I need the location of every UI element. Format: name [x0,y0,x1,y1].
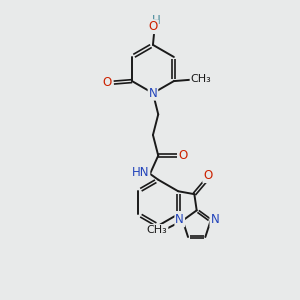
Text: N: N [210,213,219,226]
Text: O: O [203,169,212,182]
Text: CH₃: CH₃ [147,225,167,235]
Text: O: O [178,149,188,162]
Text: N: N [176,213,184,226]
Text: H: H [152,14,160,27]
Text: O: O [148,20,158,33]
Text: HN: HN [132,166,149,179]
Text: CH₃: CH₃ [190,74,211,84]
Text: O: O [103,76,112,89]
Text: N: N [148,87,157,100]
